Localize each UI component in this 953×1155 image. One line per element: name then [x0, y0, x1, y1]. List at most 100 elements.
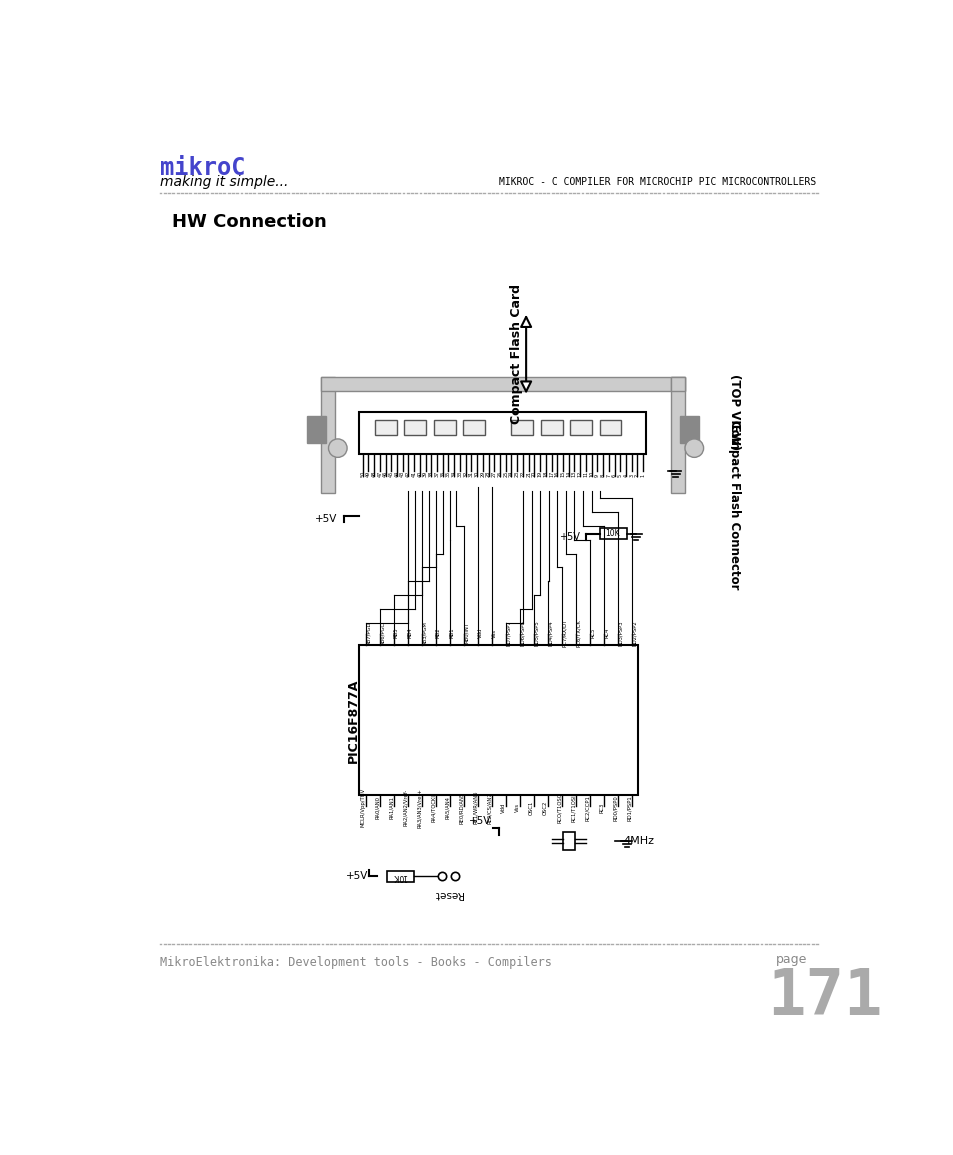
Bar	[320, 378, 335, 493]
Text: RC7/RX/DT: RC7/RX/DT	[561, 619, 566, 647]
Text: RC2/CCP1: RC2/CCP1	[584, 795, 590, 821]
Text: 8: 8	[600, 475, 605, 477]
Bar	[307, 416, 326, 442]
Text: RB3/PGM: RB3/PGM	[421, 621, 426, 644]
Text: PIC16F877A: PIC16F877A	[347, 678, 359, 762]
Text: 6: 6	[612, 475, 617, 477]
Text: RD7/PSP7: RD7/PSP7	[505, 620, 511, 646]
Bar	[359, 412, 645, 454]
Text: MIKROC - C COMPILER FOR MICROCHIP PIC MICROCONTROLLERS: MIKROC - C COMPILER FOR MICROCHIP PIC MI…	[499, 177, 816, 187]
Text: 44: 44	[394, 471, 399, 477]
Text: RC6/TX/CK: RC6/TX/CK	[576, 619, 580, 647]
Text: 1: 1	[640, 475, 645, 477]
Text: 30: 30	[474, 471, 479, 477]
Text: RC5: RC5	[590, 628, 595, 638]
Text: 4: 4	[623, 475, 628, 477]
Text: RB5: RB5	[394, 627, 398, 639]
Text: RD3/PSP3: RD3/PSP3	[618, 620, 622, 646]
Text: 18: 18	[543, 471, 548, 477]
Text: RD5/PSP5: RD5/PSP5	[534, 620, 538, 646]
Text: RC1/T1OSI: RC1/T1OSI	[571, 793, 576, 821]
Text: RD4/PSP4: RD4/PSP4	[548, 620, 553, 646]
Text: RE0/RD/AN5: RE0/RD/AN5	[458, 791, 463, 824]
Text: 42: 42	[405, 471, 411, 477]
Text: RB4: RB4	[407, 627, 413, 639]
Text: Vss: Vss	[515, 803, 519, 812]
Text: 43: 43	[399, 471, 405, 477]
Text: RA3/AN3/Vref+: RA3/AN3/Vref+	[416, 788, 421, 828]
Text: 3: 3	[629, 475, 634, 477]
Text: Vdd: Vdd	[477, 628, 482, 638]
Text: 21: 21	[526, 471, 531, 477]
Bar	[599, 528, 626, 539]
Text: RC3: RC3	[598, 803, 603, 813]
Text: RB2: RB2	[436, 627, 440, 639]
Text: 12: 12	[578, 471, 582, 477]
Text: RA0/AN0: RA0/AN0	[375, 796, 379, 819]
Text: 41: 41	[411, 471, 416, 477]
Text: 46: 46	[382, 471, 388, 477]
Text: 38: 38	[428, 471, 434, 477]
Text: 10K: 10K	[605, 529, 619, 538]
Text: 26: 26	[497, 471, 502, 477]
Text: 37: 37	[434, 471, 439, 477]
Text: OSC1: OSC1	[529, 800, 534, 815]
Text: RA5/AN4: RA5/AN4	[444, 796, 450, 819]
Text: 25: 25	[503, 471, 508, 477]
Text: RA1/AN1: RA1/AN1	[389, 796, 394, 819]
Text: 10: 10	[589, 471, 594, 477]
Text: RB7/PGD: RB7/PGD	[365, 621, 371, 644]
Bar	[670, 378, 684, 392]
Bar	[599, 419, 620, 435]
Circle shape	[684, 439, 703, 457]
Text: 48: 48	[371, 471, 376, 477]
Bar	[434, 419, 456, 435]
Text: 10K: 10K	[392, 872, 407, 881]
Text: RD2/PSP2: RD2/PSP2	[632, 620, 637, 646]
Bar	[386, 871, 414, 881]
Text: 32: 32	[462, 471, 468, 477]
Text: 16: 16	[555, 471, 559, 477]
Bar	[570, 419, 592, 435]
Text: 40: 40	[416, 471, 422, 477]
Text: MCLR/Vpp/THV: MCLR/Vpp/THV	[360, 788, 365, 827]
Text: 35: 35	[445, 471, 451, 477]
Text: 17: 17	[549, 471, 554, 477]
Text: OSC2: OSC2	[542, 800, 548, 815]
Text: 24: 24	[509, 471, 514, 477]
Text: 34: 34	[451, 471, 456, 477]
Text: Reset: Reset	[434, 888, 462, 899]
Text: 31: 31	[468, 471, 474, 477]
Text: 23: 23	[515, 471, 519, 477]
Text: 11: 11	[583, 471, 588, 477]
Text: page: page	[775, 953, 806, 967]
Text: +5V: +5V	[558, 531, 579, 542]
Text: MikroElektronika: Development tools - Books - Compilers: MikroElektronika: Development tools - Bo…	[159, 956, 551, 969]
Text: RE2/CS/AN7: RE2/CS/AN7	[486, 792, 492, 824]
Bar	[359, 646, 638, 796]
Text: 45: 45	[388, 471, 394, 477]
Text: RD1/PSP1: RD1/PSP1	[627, 795, 632, 820]
Bar	[562, 832, 575, 850]
Text: 49: 49	[365, 471, 371, 477]
Text: 39: 39	[422, 471, 428, 477]
Text: 28: 28	[485, 471, 491, 477]
Bar	[511, 419, 533, 435]
Text: 9: 9	[595, 475, 599, 477]
Text: Compact Flash Connector: Compact Flash Connector	[727, 419, 740, 589]
Text: 14: 14	[566, 471, 571, 477]
Bar	[375, 419, 396, 435]
Text: mikroC: mikroC	[159, 156, 245, 179]
Text: 19: 19	[537, 471, 542, 477]
Text: 36: 36	[439, 471, 445, 477]
Text: 2: 2	[635, 475, 639, 477]
Bar	[670, 378, 684, 493]
Bar	[320, 378, 684, 392]
Text: +5V: +5V	[315, 514, 337, 524]
Bar	[679, 416, 699, 442]
Text: RA4/TOCKI: RA4/TOCKI	[431, 793, 436, 821]
Text: RB1: RB1	[450, 627, 455, 639]
Text: RB0/INT: RB0/INT	[463, 623, 469, 643]
Text: 47: 47	[376, 471, 382, 477]
Text: +5V: +5V	[468, 817, 491, 826]
